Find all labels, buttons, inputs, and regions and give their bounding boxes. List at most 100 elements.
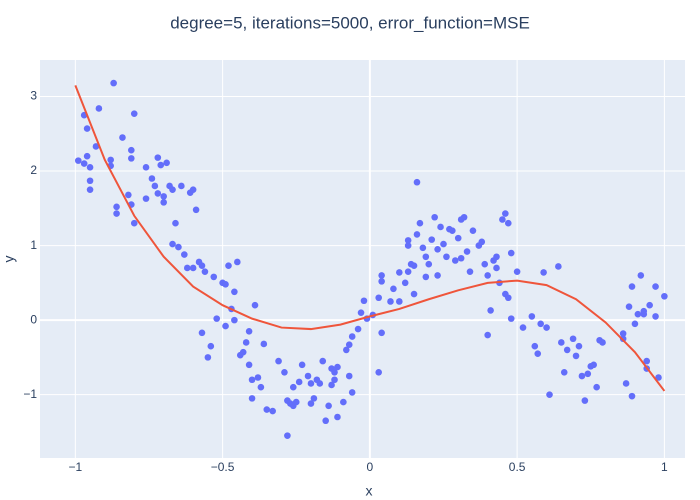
data-point <box>345 372 353 380</box>
data-point <box>410 262 418 270</box>
data-point <box>151 182 159 190</box>
data-point <box>652 283 659 290</box>
data-point <box>130 219 138 227</box>
data-point <box>328 381 335 389</box>
data-point <box>428 236 436 243</box>
data-point <box>457 254 465 262</box>
data-point <box>192 206 200 214</box>
data-point <box>484 331 491 339</box>
data-point <box>499 216 506 223</box>
data-point <box>83 152 91 160</box>
data-point <box>298 361 306 369</box>
data-point <box>531 342 539 350</box>
data-point <box>225 262 232 270</box>
data-point <box>534 350 542 357</box>
data-point <box>80 160 88 167</box>
data-point <box>625 303 633 311</box>
data-point <box>519 324 527 331</box>
data-point <box>555 263 562 270</box>
data-point <box>416 219 424 227</box>
data-point <box>493 253 500 261</box>
data-point <box>463 248 471 255</box>
data-point <box>487 307 494 314</box>
data-point <box>254 374 262 381</box>
data-point <box>257 383 265 391</box>
data-point <box>198 262 206 270</box>
data-point <box>528 313 536 320</box>
data-point <box>581 397 589 404</box>
data-point <box>189 264 197 272</box>
data-point <box>655 374 662 381</box>
data-point <box>375 368 382 376</box>
data-point <box>119 134 126 141</box>
data-point <box>160 199 167 206</box>
x-tick-label: 0.5 <box>509 460 526 474</box>
data-point <box>628 283 636 290</box>
data-point <box>169 186 176 193</box>
data-point <box>502 210 509 217</box>
data-point <box>163 159 170 167</box>
data-point <box>375 294 382 302</box>
data-point <box>569 335 577 343</box>
data-point <box>74 157 82 164</box>
data-point <box>637 272 645 279</box>
data-point <box>154 154 162 161</box>
data-point <box>466 268 474 275</box>
y-tick-label: 3 <box>30 89 37 103</box>
data-point <box>251 301 259 309</box>
data-point <box>640 310 648 318</box>
data-point <box>125 191 132 199</box>
data-point <box>284 432 291 439</box>
data-point <box>245 361 253 369</box>
data-point <box>652 313 659 320</box>
data-point <box>331 376 338 384</box>
data-point <box>340 398 347 406</box>
data-point <box>599 339 606 346</box>
data-point <box>481 260 489 268</box>
data-point <box>113 210 120 217</box>
data-point <box>204 354 212 361</box>
data-point <box>404 242 412 249</box>
data-point <box>178 182 185 190</box>
data-point <box>222 281 229 288</box>
data-point <box>322 417 329 425</box>
data-point <box>334 413 341 421</box>
data-point <box>410 290 418 298</box>
data-point <box>181 251 188 258</box>
y-tick-label: 1 <box>30 238 37 252</box>
data-point <box>578 372 586 380</box>
data-point <box>396 298 403 305</box>
data-point <box>213 315 221 322</box>
data-point <box>543 324 550 331</box>
data-point <box>348 333 356 340</box>
data-point <box>469 227 477 234</box>
data-point <box>404 237 412 244</box>
data-point <box>572 352 580 360</box>
data-point <box>201 268 209 275</box>
data-point <box>575 342 583 350</box>
data-point <box>231 316 238 324</box>
data-point <box>260 340 268 348</box>
data-point <box>634 310 642 318</box>
data-point <box>160 193 167 200</box>
data-point <box>546 391 553 398</box>
chart-title: degree=5, iterations=5000, error_functio… <box>170 13 530 32</box>
data-point <box>560 368 568 376</box>
data-point <box>222 322 229 330</box>
data-point <box>413 178 421 186</box>
data-point <box>661 292 668 300</box>
x-tick-label: 1 <box>661 460 668 474</box>
data-point <box>484 272 491 279</box>
data-point <box>584 370 592 378</box>
data-point <box>378 272 385 279</box>
data-point <box>348 389 356 396</box>
data-point <box>590 361 597 369</box>
data-point <box>378 329 385 337</box>
fit-line <box>74 84 666 392</box>
data-point <box>239 348 247 356</box>
data-point <box>248 395 256 402</box>
data-point <box>142 164 150 171</box>
data-point <box>563 346 571 354</box>
data-point <box>95 105 103 112</box>
y-axis-title: y <box>1 256 17 263</box>
